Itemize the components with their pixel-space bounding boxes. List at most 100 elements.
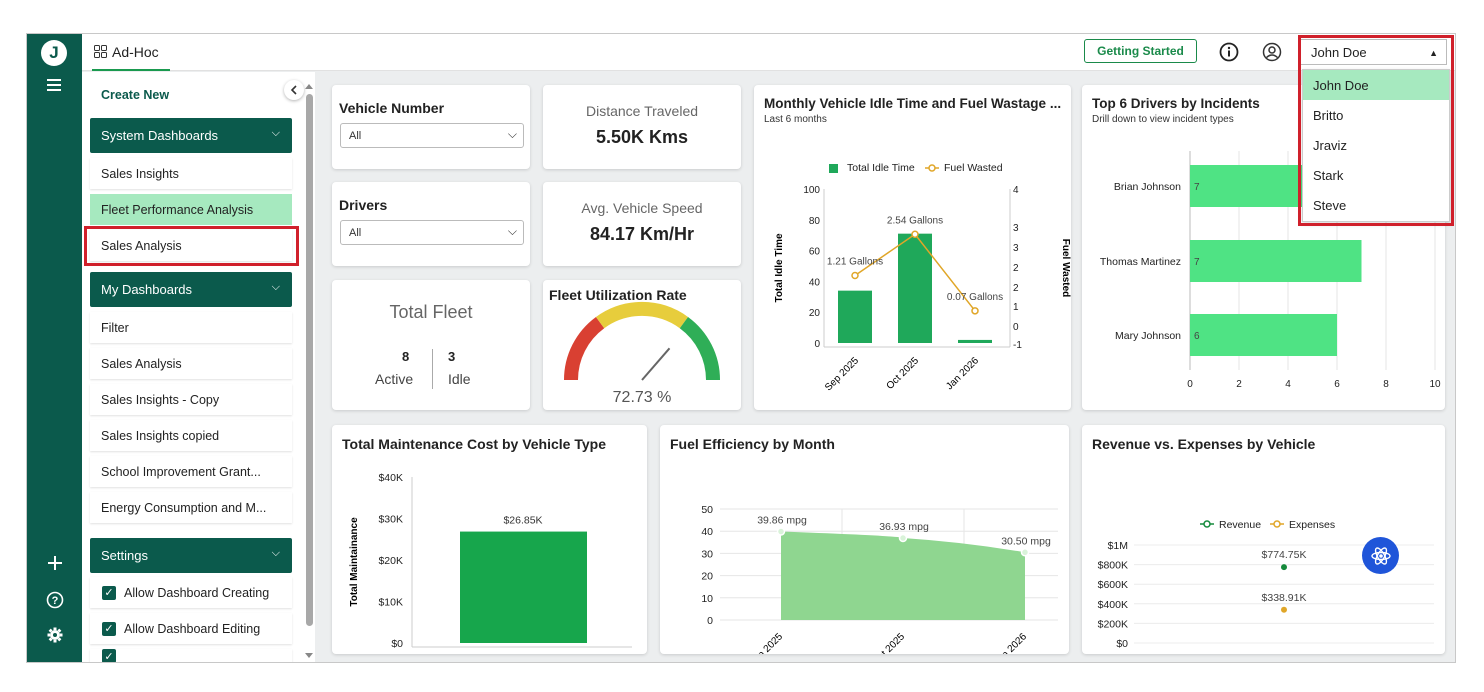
y-tick-label: 40 bbox=[701, 526, 713, 538]
distance-traveled-value: 5.50K Kms bbox=[595, 127, 689, 147]
y-tick-label: 100 bbox=[803, 185, 820, 196]
my-dashboards-header[interactable]: My Dashboards ⌵ bbox=[90, 272, 292, 307]
y-tick-label: 50 bbox=[701, 504, 713, 516]
sidebar-item-energy-consumption[interactable]: Energy Consumption and M... bbox=[90, 492, 292, 523]
legend-marker bbox=[1273, 520, 1281, 528]
legend-marker bbox=[928, 164, 936, 172]
scroll-up-icon[interactable] bbox=[304, 82, 314, 90]
create-new-button[interactable]: Create New bbox=[90, 79, 292, 110]
y-tick-label: $0 bbox=[1116, 638, 1128, 650]
user-select[interactable]: John Doe ▲ bbox=[1298, 39, 1447, 65]
chevron-down-icon: ⌵ bbox=[271, 127, 280, 139]
hamburger-menu-icon[interactable] bbox=[27, 78, 82, 92]
idle-fuel-chart-card[interactable]: Monthly Vehicle Idle Time and Fuel Wasta… bbox=[754, 85, 1071, 410]
user-option[interactable]: Steve bbox=[1313, 197, 1347, 213]
chart-subtitle: Drill down to view incident types bbox=[1092, 114, 1234, 125]
y-tick-label: $20K bbox=[378, 555, 403, 567]
y2-axis-label: Fuel Wasted bbox=[1060, 239, 1071, 298]
user-option[interactable]: Jraviz bbox=[1313, 137, 1347, 153]
x-tick-label: 6 bbox=[1334, 379, 1340, 390]
legend-label: Expenses bbox=[1289, 519, 1335, 531]
sidebar-item-sales-insights-copy[interactable]: Sales Insights - Copy bbox=[90, 384, 292, 415]
sidebar-item-filter[interactable]: Filter bbox=[90, 312, 292, 343]
settings-gear-icon[interactable] bbox=[27, 627, 82, 643]
info-icon[interactable] bbox=[1219, 42, 1239, 62]
distance-traveled-card[interactable]: Distance Traveled 5.50K Kms bbox=[543, 85, 741, 169]
bar bbox=[460, 531, 587, 643]
avg-vehicle-speed-label: Avg. Vehicle Speed bbox=[581, 200, 703, 216]
assistant-bot-button[interactable] bbox=[1362, 537, 1399, 574]
checkbox-checked-icon[interactable]: ✓ bbox=[102, 585, 116, 600]
scrollbar-thumb[interactable] bbox=[306, 94, 313, 626]
data-label: 1.21 Gallons bbox=[827, 256, 883, 267]
y2-tick-label: 2 bbox=[1013, 263, 1019, 274]
fuel-efficiency-chart-card[interactable]: Fuel Efficiency by Month 0 10 20 30 40 50 39.8… bbox=[660, 425, 1069, 654]
avg-vehicle-speed-card[interactable]: Avg. Vehicle Speed 84.17 Km/Hr bbox=[543, 182, 741, 266]
idle-label: Idle bbox=[448, 371, 471, 387]
allow-dashboard-editing-option[interactable]: ✓ Allow Dashboard Editing bbox=[90, 613, 292, 644]
y-tick-label: $0 bbox=[391, 638, 403, 650]
sidebar-item-sales-analysis[interactable]: Sales Analysis bbox=[90, 230, 292, 261]
settings-option-partial[interactable]: ✓ bbox=[90, 649, 292, 662]
legend-label: Fuel Wasted bbox=[944, 162, 1003, 174]
sidebar-scrollbar[interactable] bbox=[304, 80, 314, 662]
x-tick-label: Jan 2026 bbox=[944, 355, 981, 392]
system-dashboards-label: System Dashboards bbox=[101, 128, 219, 143]
sidebar-item-fleet-performance-analysis[interactable]: Fleet Performance Analysis bbox=[90, 194, 292, 225]
sidebar-item-sales-insights[interactable]: Sales Insights bbox=[90, 158, 292, 189]
fuel-point bbox=[911, 230, 919, 239]
allow-dashboard-creating-label: Allow Dashboard Creating bbox=[124, 585, 270, 600]
y-tick-label: Mary Johnson bbox=[1115, 330, 1181, 342]
total-fleet-card[interactable]: Total Fleet 8 Active 3 Idle bbox=[332, 280, 530, 410]
bar bbox=[898, 233, 932, 343]
fuel-point bbox=[971, 307, 979, 315]
y-axis-label: Total Idle Time bbox=[774, 233, 785, 303]
checkbox-checked-icon[interactable]: ✓ bbox=[102, 621, 116, 636]
active-label: Active bbox=[375, 371, 414, 387]
help-icon[interactable]: ? bbox=[27, 591, 82, 609]
user-option[interactable]: John Doe bbox=[1303, 70, 1449, 100]
vehicle-number-filter-card: Vehicle Number All ⌵ bbox=[332, 85, 530, 169]
vehicle-number-value: All bbox=[349, 129, 362, 142]
app-logo[interactable]: J bbox=[41, 40, 67, 66]
sidebar-item-school-improvement[interactable]: School Improvement Grant... bbox=[90, 456, 292, 487]
y-tick-label: 0 bbox=[707, 615, 713, 627]
y2-tick-label: 3 bbox=[1013, 223, 1019, 234]
highlight-box bbox=[84, 226, 299, 266]
sidebar-item-sales-insights-copied[interactable]: Sales Insights copied bbox=[90, 420, 292, 451]
legend-label: Revenue bbox=[1219, 519, 1261, 531]
user-dropdown-menu: John Doe Britto Jraviz Stark Steve bbox=[1302, 69, 1450, 222]
legend-label: Total Idle Time bbox=[847, 162, 915, 174]
settings-header[interactable]: Settings ⌵ bbox=[90, 538, 292, 573]
data-label: $338.91K bbox=[1262, 592, 1307, 604]
tab-ad-hoc[interactable]: Ad-Hoc bbox=[92, 34, 170, 71]
allow-dashboard-creating-option[interactable]: ✓ Allow Dashboard Creating bbox=[90, 577, 292, 608]
data-label: 39.86 mpg bbox=[757, 515, 807, 527]
area bbox=[781, 531, 1025, 620]
user-select-value: John Doe bbox=[1311, 44, 1367, 60]
app-window: J ? Ad-Hoc Getting Started John Doe ▲ Cr… bbox=[26, 33, 1456, 663]
chart-title: Revenue vs. Expenses by Vehicle bbox=[1092, 436, 1316, 452]
user-account-icon[interactable] bbox=[1262, 42, 1282, 62]
chart-subtitle: Last 6 months bbox=[764, 114, 827, 125]
drivers-filter-card: Drivers All ⌵ bbox=[332, 182, 530, 266]
data-point bbox=[776, 527, 786, 536]
vehicle-number-select[interactable]: All ⌵ bbox=[340, 123, 524, 148]
checkbox-checked-icon[interactable]: ✓ bbox=[102, 649, 116, 662]
chart-title: Total Maintenance Cost by Vehicle Type bbox=[342, 436, 606, 452]
system-dashboards-header[interactable]: System Dashboards ⌵ bbox=[90, 118, 292, 153]
maintenance-chart-card[interactable]: Total Maintenance Cost by Vehicle Type $… bbox=[332, 425, 647, 654]
fleet-utilization-card[interactable]: Fleet Utilization Rate 72.73 % bbox=[543, 280, 741, 410]
y-tick-label: $200K bbox=[1098, 618, 1128, 630]
plus-icon[interactable] bbox=[27, 556, 82, 570]
collapse-sidebar-button[interactable] bbox=[284, 80, 304, 100]
drivers-select[interactable]: All ⌵ bbox=[340, 220, 524, 245]
sidebar-item-sales-analysis-mine[interactable]: Sales Analysis bbox=[90, 348, 292, 379]
user-option[interactable]: Britto bbox=[1313, 107, 1344, 123]
user-option[interactable]: Stark bbox=[1313, 167, 1344, 183]
my-dashboards-label: My Dashboards bbox=[101, 282, 193, 297]
getting-started-button[interactable]: Getting Started bbox=[1084, 39, 1197, 63]
scroll-down-icon[interactable] bbox=[304, 652, 314, 660]
total-fleet-label: Total Fleet bbox=[389, 302, 473, 322]
y-tick-label: 60 bbox=[809, 247, 821, 258]
